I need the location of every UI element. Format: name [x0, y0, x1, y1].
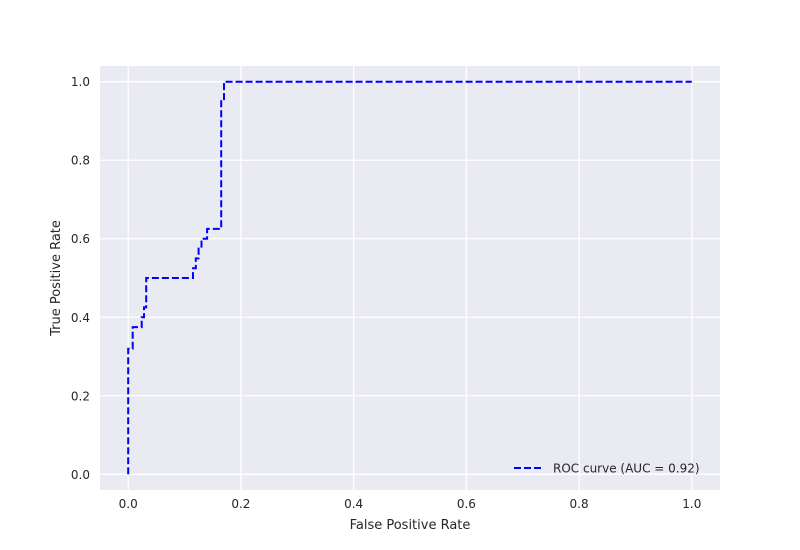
series-layer	[127, 80, 692, 475]
x-tick-label: 0.8	[570, 497, 589, 511]
roc-curve-line	[127, 80, 692, 475]
plot-background	[100, 66, 720, 490]
x-tick-label: 0.0	[119, 497, 138, 511]
legend-label: ROC curve (AUC = 0.92)	[553, 462, 700, 476]
x-axis-label: False Positive Rate	[350, 518, 471, 533]
legend: ROC curve (AUC = 0.92)	[514, 462, 700, 476]
y-tick-label: 0.4	[71, 311, 90, 325]
y-tick-label: 0.2	[71, 389, 90, 403]
grid-lines	[100, 66, 720, 490]
x-tick-label: 0.6	[457, 497, 476, 511]
y-tick-label: 0.0	[71, 468, 90, 482]
y-axis-label: True Positive Rate	[49, 220, 64, 337]
x-tick-label: 1.0	[682, 497, 701, 511]
y-tick-labels: 0.0 0.2 0.4 0.6 0.8 1.0	[71, 75, 90, 482]
x-tick-label: 0.2	[231, 497, 250, 511]
y-tick-label: 0.6	[71, 232, 90, 246]
x-tick-label: 0.4	[344, 497, 363, 511]
y-tick-label: 1.0	[71, 75, 90, 89]
y-tick-label: 0.8	[71, 154, 90, 168]
x-tick-labels: 0.0 0.2 0.4 0.6 0.8 1.0	[119, 497, 702, 511]
